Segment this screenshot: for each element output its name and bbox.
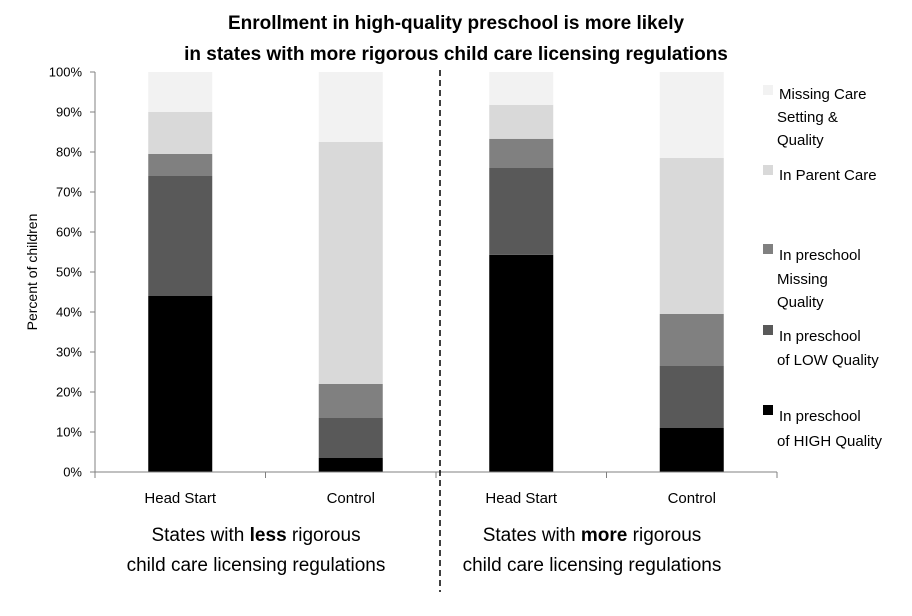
legend-label: of LOW Quality <box>777 352 879 369</box>
y-tick-label: 20% <box>56 385 82 400</box>
legend: Missing Care Setting & Quality In Parent Ca… <box>763 85 883 450</box>
bar-segment <box>318 384 383 418</box>
y-tick-label: 50% <box>56 265 82 280</box>
bar-segment <box>148 296 213 472</box>
group-label-part: rigorous <box>627 525 701 546</box>
legend-swatch <box>763 405 773 415</box>
y-tick-label: 30% <box>56 345 82 360</box>
x-tick-label: Head Start <box>144 490 217 507</box>
legend-label: In Parent Care <box>779 167 877 184</box>
bar-segment <box>148 112 213 154</box>
y-tick-label: 90% <box>56 105 82 120</box>
y-tick-label: 100% <box>49 65 83 80</box>
group-label-part: States with <box>483 525 581 546</box>
bar-segment <box>659 366 724 428</box>
bar-segment <box>659 314 724 366</box>
legend-label: In preschool <box>779 328 861 345</box>
y-axis: 0% 10% 20% 30% 40% 50% 60% 70% 80% 90% 100% Percent… <box>24 65 96 480</box>
bar-segment <box>318 418 383 458</box>
bar-segment <box>318 72 383 142</box>
x-tick-label: Control <box>668 490 716 507</box>
bar-segment <box>148 72 213 112</box>
legend-label: of HIGH Quality <box>777 433 883 450</box>
y-tick-label: 60% <box>56 225 82 240</box>
group-label-part: rigorous <box>287 525 361 546</box>
bar-segment <box>318 142 383 384</box>
bar-segment <box>148 154 213 176</box>
bar-segment <box>659 72 724 158</box>
legend-label: Setting & <box>777 109 838 126</box>
bar-segment <box>318 458 383 472</box>
group-label-line: child care licensing regulations <box>127 555 386 576</box>
y-tick-label: 0% <box>63 465 82 480</box>
group-labels: States with less rigorous child care lice… <box>127 525 722 576</box>
legend-label: Quality <box>777 132 824 149</box>
group-label-line: States with less rigorous <box>151 525 360 546</box>
legend-swatch <box>763 325 773 335</box>
group-label-part: States with <box>151 525 249 546</box>
legend-label: Missing Care <box>779 86 867 103</box>
legend-swatch <box>763 85 773 95</box>
legend-swatch <box>763 244 773 254</box>
group-label-line: States with more rigorous <box>483 525 702 546</box>
legend-label: In preschool <box>779 408 861 425</box>
bar-segment <box>148 176 213 296</box>
bar-segment <box>659 158 724 314</box>
chart-title: Enrollment in high-quality preschool is … <box>184 13 728 65</box>
x-axis: Head Start Control Head Start Control <box>94 70 778 592</box>
legend-swatch <box>763 165 773 175</box>
y-tick-label: 70% <box>56 185 82 200</box>
y-tick-label: 40% <box>56 305 82 320</box>
bar-segment <box>489 138 554 168</box>
group-label-emphasis: less <box>250 525 287 546</box>
bar-segment <box>489 254 554 472</box>
x-tick-label: Head Start <box>485 490 558 507</box>
y-tick-label: 10% <box>56 425 82 440</box>
legend-label: Quality <box>777 294 824 311</box>
group-label-emphasis: more <box>581 525 627 546</box>
bar-segment <box>489 72 554 105</box>
group-label-line: child care licensing regulations <box>463 555 722 576</box>
bars <box>148 72 724 472</box>
legend-label: In preschool <box>779 247 861 264</box>
bar-segment <box>489 104 554 139</box>
y-tick-label: 80% <box>56 145 82 160</box>
y-axis-title: Percent of children <box>24 214 40 331</box>
x-tick-label: Control <box>327 490 375 507</box>
chart-title-line: in states with more rigorous child care … <box>184 44 728 65</box>
legend-label: Missing <box>777 271 828 288</box>
bar-segment <box>489 168 554 255</box>
chart-title-line: Enrollment in high-quality preschool is … <box>228 13 685 34</box>
bar-segment <box>659 428 724 472</box>
